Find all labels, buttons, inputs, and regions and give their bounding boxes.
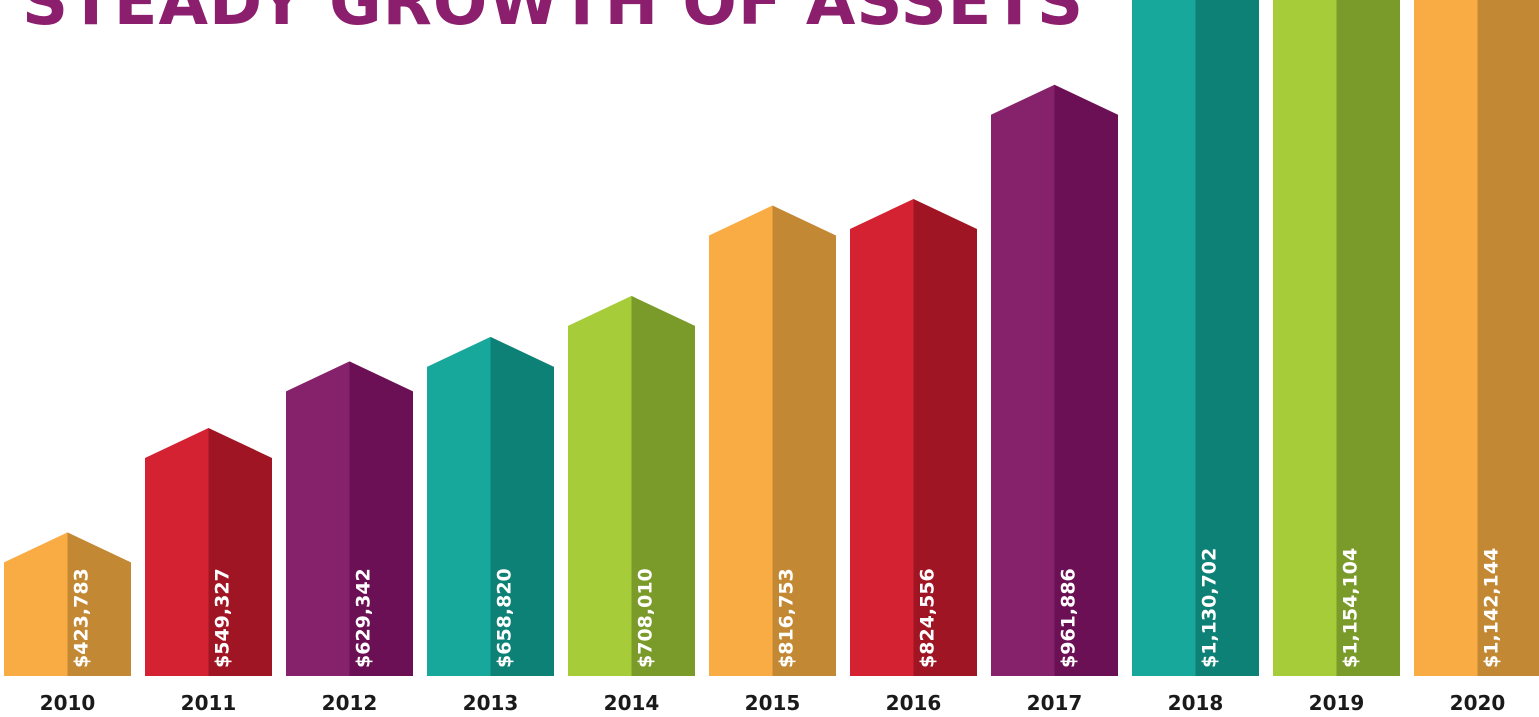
bar-face-side xyxy=(349,361,413,676)
bar-2020: $1,142,144 xyxy=(1414,0,1539,676)
year-label-2018: 2018 xyxy=(1168,691,1224,715)
bar-2011: $549,327 xyxy=(145,427,272,676)
bar-value-label: $549,327 xyxy=(212,568,234,668)
bar-2013: $658,820 xyxy=(427,336,554,676)
bar-face-front xyxy=(1273,0,1337,676)
bar-value-label: $1,154,104 xyxy=(1340,548,1362,668)
bar-face-side xyxy=(67,532,131,676)
bar-face-side xyxy=(631,295,695,676)
bar-face-front xyxy=(991,84,1055,677)
chart-title: STEADY GROWTH OF ASSETS xyxy=(22,0,1084,40)
bar-face-side xyxy=(772,205,836,677)
bar-face-side xyxy=(490,336,554,676)
bar-value-label: $1,130,702 xyxy=(1199,548,1221,668)
bar-value-label: $961,886 xyxy=(1058,568,1080,668)
bar-face-front xyxy=(1414,0,1478,676)
bar-value-label: $708,010 xyxy=(635,568,657,668)
year-label-2014: 2014 xyxy=(604,691,660,715)
bar-2014: $708,010 xyxy=(568,295,695,676)
year-label-2013: 2013 xyxy=(463,691,519,715)
bar-value-label: $423,783 xyxy=(71,568,93,668)
bar-2019: $1,154,104 xyxy=(1273,0,1400,676)
bar-2018: $1,130,702 xyxy=(1132,0,1259,676)
year-label-2015: 2015 xyxy=(745,691,801,715)
year-label-2010: 2010 xyxy=(40,691,96,715)
bar-face-side xyxy=(1054,84,1118,677)
bar-2010: $423,783 xyxy=(4,532,131,676)
bar-face-front xyxy=(4,532,68,676)
bar-2017: $961,886 xyxy=(991,84,1118,677)
bar-value-label: $658,820 xyxy=(494,568,516,668)
bars-group: $423,783 $549,327 $629,342 $658,820 $708,010… xyxy=(4,0,1539,677)
bar-face-side xyxy=(913,198,977,676)
year-label-2016: 2016 xyxy=(886,691,942,715)
year-label-2011: 2011 xyxy=(181,691,237,715)
bar-face-front xyxy=(1132,0,1196,676)
year-label-2012: 2012 xyxy=(322,691,378,715)
year-label-2019: 2019 xyxy=(1309,691,1365,715)
year-label-2017: 2017 xyxy=(1027,691,1083,715)
bar-face-front xyxy=(286,361,350,676)
bar-value-label: $1,142,144 xyxy=(1481,548,1503,668)
bar-face-side xyxy=(208,427,272,676)
bar-value-label: $629,342 xyxy=(353,568,375,668)
year-labels-group: 2010 2011 2012 2013 2014 2015 2016 2017 2018 2019… xyxy=(40,691,1506,715)
bar-2012: $629,342 xyxy=(286,361,413,676)
bar-face-front xyxy=(850,198,914,676)
bar-face-side xyxy=(1195,0,1259,676)
bar-face-side xyxy=(1336,0,1400,676)
bar-face-front xyxy=(427,336,491,676)
bar-2016: $824,556 xyxy=(850,198,977,676)
bar-face-front xyxy=(568,295,632,676)
bar-face-side xyxy=(1477,0,1539,676)
bar-2015: $816,753 xyxy=(709,205,836,677)
bar-face-front xyxy=(145,427,209,676)
bar-face-front xyxy=(709,205,773,677)
year-label-2020: 2020 xyxy=(1450,691,1506,715)
bar-value-label: $824,556 xyxy=(917,568,939,668)
bar-value-label: $816,753 xyxy=(776,568,798,668)
